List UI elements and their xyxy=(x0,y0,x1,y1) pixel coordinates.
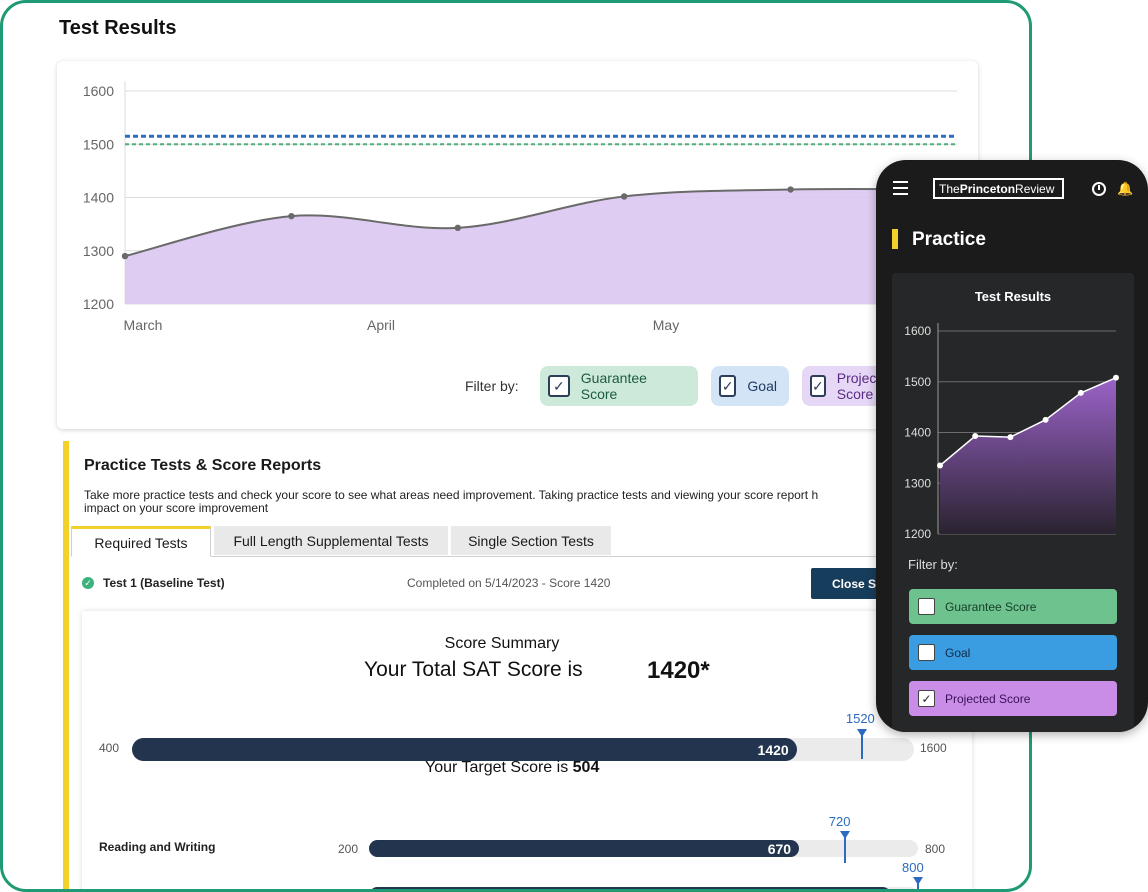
filter-goal[interactable]: ✓ Goal xyxy=(711,366,789,406)
rw-scale-min: 200 xyxy=(338,842,359,856)
rw-scale-max: 800 xyxy=(925,842,946,856)
mobile-filter-guarantee-label: Guarantee Score xyxy=(945,599,1037,614)
bell-icon[interactable]: 🔔 xyxy=(1117,181,1134,196)
projected-point xyxy=(621,193,628,200)
clock-icon[interactable] xyxy=(1092,182,1106,196)
target-marker-triangle xyxy=(913,877,923,885)
mobile-page-title: Practice xyxy=(892,229,986,250)
checkbox-checked-icon[interactable]: ✓ xyxy=(548,375,570,397)
target-score-prefix: Your Target Score is xyxy=(425,759,573,776)
checkbox-empty-icon[interactable] xyxy=(918,598,935,615)
test-status: Completed on 5/14/2023 - Score 1420 xyxy=(407,576,611,590)
y-tick-label: 1500 xyxy=(83,136,114,152)
tab-single-section[interactable]: Single Section Tests xyxy=(451,526,611,555)
princeton-review-logo[interactable]: The Princeton Review xyxy=(933,178,1064,199)
projected-point xyxy=(972,433,979,440)
y-tick-label: 1400 xyxy=(83,190,114,206)
mobile-area-chart: 1200 1300 1400 1500 1600 xyxy=(904,323,1119,541)
x-tick-label: March xyxy=(124,317,163,333)
total-target-label: 1520 xyxy=(845,711,875,726)
math-target-label: 800 xyxy=(902,860,924,875)
checkbox-checked-icon[interactable]: ✓ xyxy=(918,690,935,707)
checkbox-checked-icon[interactable]: ✓ xyxy=(719,375,737,397)
mobile-filter-guarantee[interactable]: Guarantee Score xyxy=(909,589,1117,624)
projected-point xyxy=(1007,434,1014,441)
projected-point xyxy=(121,252,129,260)
practice-tests-section: Practice Tests & Score Reports Take more… xyxy=(63,441,972,889)
rw-target-marker xyxy=(843,831,846,863)
check-circle-icon: ✓ xyxy=(82,577,94,589)
y-tick-label: 1500 xyxy=(904,375,931,389)
y-tick-label: 1200 xyxy=(904,527,931,541)
y-tick-label: 1300 xyxy=(83,243,114,259)
x-tick-label: April xyxy=(367,317,395,333)
rw-score-fill: 670 xyxy=(369,840,800,857)
checkbox-checked-icon[interactable]: ✓ xyxy=(810,375,826,397)
projected-point xyxy=(454,224,461,232)
x-tick-label: May xyxy=(653,317,679,333)
score-chart-card: 1200 1300 1400 1500 1600 March April May Filter… xyxy=(57,61,978,429)
y-tick-label: 1400 xyxy=(904,426,931,440)
projected-area xyxy=(125,188,957,304)
mobile-chart-title: Test Results xyxy=(974,289,1052,304)
mobile-filter-goal[interactable]: Goal xyxy=(909,635,1117,670)
filter-guarantee-label: Guarantee Score xyxy=(580,370,647,402)
y-tick-label: 1600 xyxy=(904,324,931,338)
projected-point xyxy=(937,462,943,469)
checkbox-empty-icon[interactable] xyxy=(918,644,935,661)
mobile-device: The Princeton Review 🔔 Practice 1200 1300 14… xyxy=(876,160,1148,732)
target-marker-triangle xyxy=(839,831,850,839)
projected-line xyxy=(124,188,958,258)
section-description: Take more practice tests and check your … xyxy=(84,488,819,515)
projected-point xyxy=(787,186,794,193)
mobile-filter-projected-label: Projected Score xyxy=(945,691,1031,706)
test-tabs: Required Tests Full Length Supplemental … xyxy=(71,526,969,557)
logo-brand: Princeton xyxy=(959,181,1016,196)
mobile-filter-projected[interactable]: ✓ Projected Score xyxy=(909,681,1117,716)
y-tick-label: 1300 xyxy=(904,476,931,490)
filter-goal-label: Goal xyxy=(747,378,777,394)
target-score-label: Your Target Score is 504 xyxy=(425,759,599,777)
test-name: Test 1 (Baseline Test) xyxy=(103,576,225,590)
filter-guarantee-score[interactable]: ✓ Guarantee Score xyxy=(540,366,698,406)
score-line-chart: 1200 1300 1400 1500 1600 March April May xyxy=(83,81,958,333)
section-title: Practice Tests & Score Reports xyxy=(84,457,322,474)
projected-point xyxy=(1113,374,1119,381)
projected-area xyxy=(940,377,1116,534)
total-score-fill: 1420 xyxy=(132,738,797,761)
projected-line xyxy=(939,377,1117,467)
y-tick-label: 1600 xyxy=(83,83,114,99)
page-title: Test Results xyxy=(59,17,177,39)
math-score-fill xyxy=(369,887,891,889)
target-marker-triangle xyxy=(856,729,867,737)
tab-required-tests[interactable]: Required Tests xyxy=(71,526,211,557)
target-score-value: 504 xyxy=(572,759,600,776)
rw-score-bar: 670 xyxy=(369,840,918,857)
total-scale-max: 1600 xyxy=(920,741,947,755)
projected-point xyxy=(1042,416,1049,423)
total-target-marker xyxy=(860,729,863,759)
section-label-reading-writing: Reading and Writing xyxy=(99,840,216,854)
menu-icon[interactable] xyxy=(893,181,908,195)
math-score-bar xyxy=(369,887,918,889)
projected-point xyxy=(288,212,295,220)
mobile-filter-goal-label: Goal xyxy=(945,645,971,660)
test-row: ✓ Test 1 (Baseline Test) Completed on 5/… xyxy=(82,568,962,602)
rw-target-label: 720 xyxy=(828,814,851,829)
total-score-bar: 1420 xyxy=(132,738,914,761)
score-summary-card: Score Summary Your Total SAT Score is 14… xyxy=(82,611,972,889)
total-scale-min: 400 xyxy=(99,741,120,755)
y-tick-label: 1200 xyxy=(83,296,114,312)
total-score-label: Your Total SAT Score is xyxy=(364,658,583,681)
score-summary-title: Score Summary xyxy=(444,635,560,652)
mobile-chart-card: 1200 1300 1400 1500 1600 Test Results Filter… xyxy=(892,273,1134,732)
desktop-frame: Test Results 1200 1300 1400 1500 1600 March Ap… xyxy=(0,0,1032,892)
tab-full-length-supplemental[interactable]: Full Length Supplemental Tests xyxy=(214,526,448,555)
logo-suffix: Review xyxy=(1015,181,1055,196)
total-score-value: 1420* xyxy=(647,657,710,684)
mobile-filter-label: Filter by: xyxy=(908,557,958,572)
logo-prefix: The xyxy=(939,181,960,196)
projected-point xyxy=(1077,389,1084,396)
filter-label: Filter by: xyxy=(465,378,519,394)
